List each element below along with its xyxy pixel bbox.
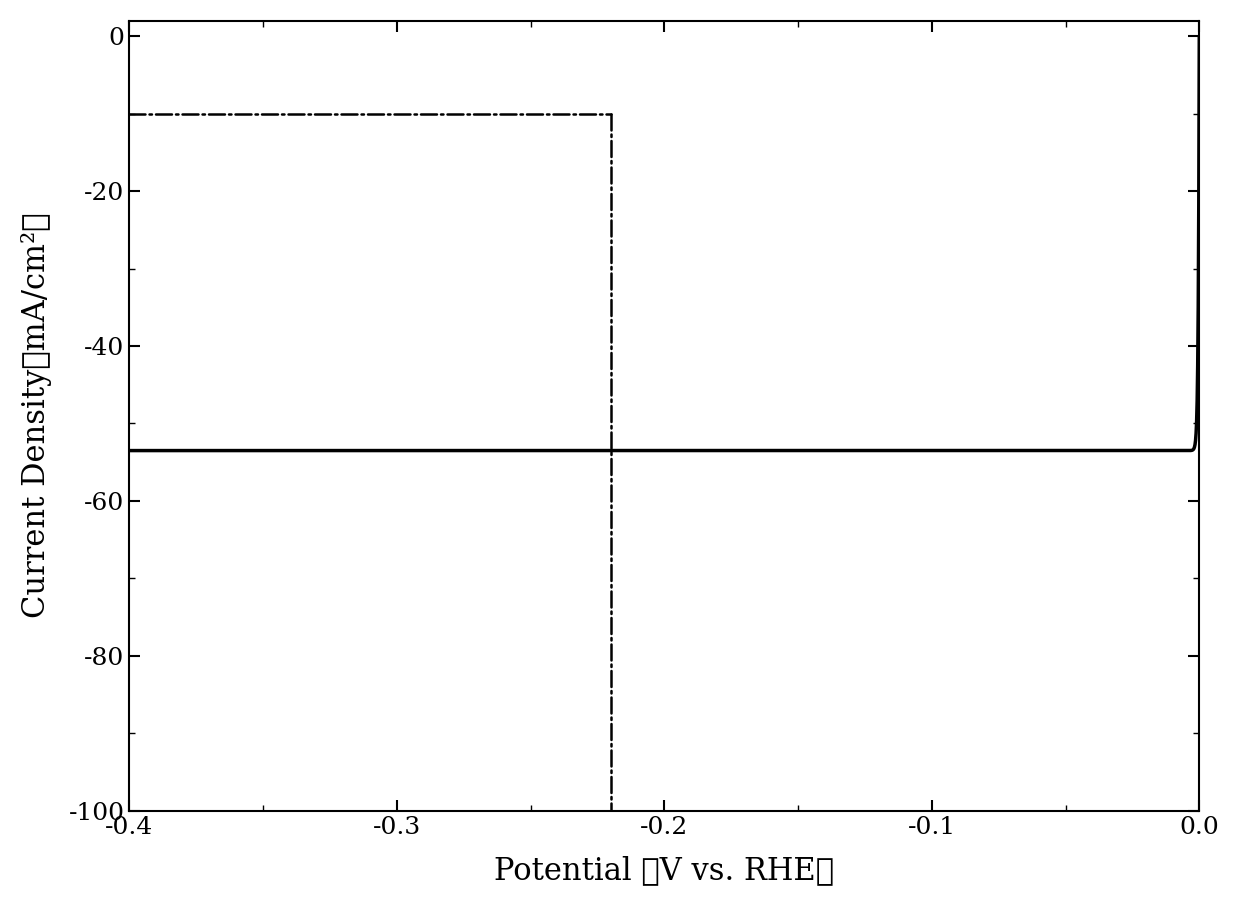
Y-axis label: Current Density（mA/cm²）: Current Density（mA/cm²） (21, 213, 52, 619)
X-axis label: Potential （V vs. RHE）: Potential （V vs. RHE） (495, 855, 835, 886)
